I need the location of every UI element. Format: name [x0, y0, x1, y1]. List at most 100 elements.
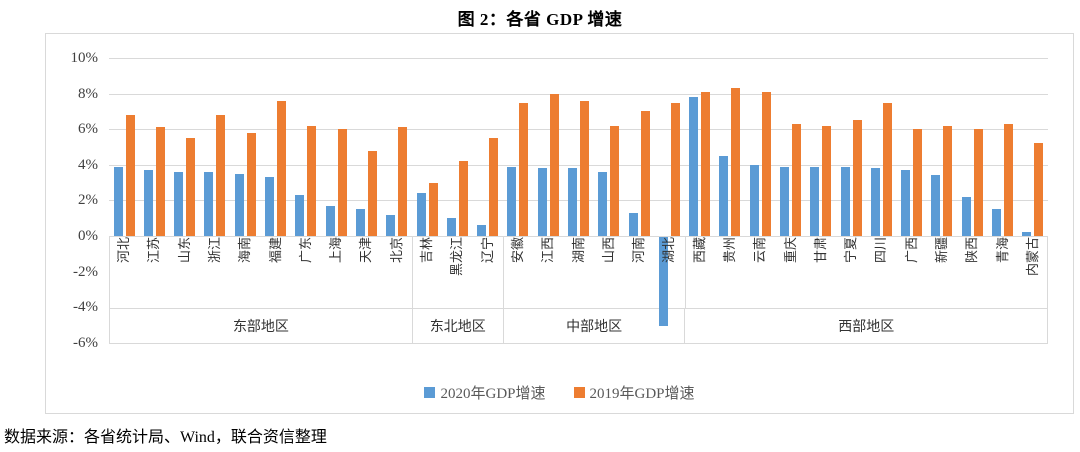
gridline: [109, 93, 1048, 95]
province-label: 湖北: [661, 237, 677, 264]
bar-2020-gdp: [386, 214, 396, 236]
bar-2020-gdp: [628, 212, 638, 236]
region-label-row: 东部地区 东北地区 中部地区 西部地区: [110, 309, 1047, 343]
gridline: [109, 129, 1048, 131]
region-separator: [502, 237, 504, 308]
bar-2019-gdp: [458, 161, 468, 236]
bar-2019-gdp: [761, 91, 771, 236]
province-label: 云南: [752, 237, 768, 264]
province-label: 上海: [328, 237, 344, 264]
y-axis-tick-label: 0%: [78, 228, 98, 244]
bar-2019-gdp: [1034, 143, 1044, 236]
y-axis-tick-label: 4%: [78, 156, 98, 173]
legend-label: 2019年GDP增速: [589, 386, 695, 402]
bar-2020-gdp: [840, 166, 850, 236]
region-separator: [684, 237, 686, 308]
bar-2020-gdp: [143, 170, 153, 236]
bar-2019-gdp: [913, 129, 923, 236]
y-axis-tick-label: 8%: [78, 85, 98, 102]
bar-2019-gdp: [943, 125, 953, 236]
bar-2020-gdp: [537, 168, 547, 236]
gridline: [109, 200, 1048, 202]
province-label: 贵州: [721, 237, 737, 264]
data-source-note: 数据来源：各省统计局、Wind，联合资信整理: [4, 429, 327, 446]
bar-2020-gdp: [113, 166, 123, 236]
bar-2019-gdp: [852, 120, 862, 236]
province-label: 广东: [297, 237, 313, 264]
province-label: 福建: [267, 237, 283, 264]
bar-2019-gdp: [791, 123, 801, 236]
bar-2020-gdp: [477, 225, 487, 236]
bar-2019-gdp: [1004, 123, 1014, 236]
bar-2019-gdp: [277, 100, 287, 236]
bar-2020-gdp: [234, 173, 244, 236]
bar-2020-gdp: [567, 168, 577, 236]
province-label: 浙江: [207, 237, 223, 264]
bar-2019-gdp: [701, 91, 711, 236]
province-label: 安徽: [509, 237, 525, 264]
bar-2020-gdp: [204, 171, 214, 236]
bar-2019-gdp: [337, 129, 347, 236]
province-label: 河南: [631, 237, 647, 264]
bar-2019-gdp: [489, 138, 499, 236]
province-label-row: [110, 237, 1047, 309]
bar-2019-gdp: [398, 127, 408, 236]
category-axis-table: 东部地区 东北地区 中部地区 西部地区: [109, 236, 1048, 344]
bar-2020-gdp: [870, 168, 880, 236]
bar-2020-gdp: [810, 166, 820, 236]
y-axis-tick-label: 6%: [78, 121, 98, 138]
region-label-west: 西部地区: [838, 320, 895, 335]
bar-2020-gdp: [992, 209, 1002, 236]
province-label: 湖南: [570, 237, 586, 264]
province-label: 吉林: [419, 237, 435, 264]
bar-2020-gdp: [295, 195, 305, 236]
bar-2020-gdp: [416, 193, 426, 236]
legend-item-2019: 2019年GDP增速: [573, 382, 695, 403]
y-axis-tick-label: -2%: [73, 263, 98, 280]
bar-2020-gdp: [961, 196, 971, 236]
region-label-central: 中部地区: [504, 309, 686, 343]
province-label: 山东: [176, 237, 192, 264]
legend-item-2020: 2020年GDP增速: [424, 382, 546, 403]
region-separator: [411, 237, 413, 308]
province-label: 甘肃: [812, 237, 828, 264]
chart-title: 图 2：各省 GDP 增速: [457, 10, 623, 29]
bar-2020-gdp: [265, 177, 275, 236]
y-axis-tick-label: 2%: [78, 192, 98, 209]
legend-swatch-icon: [573, 387, 585, 398]
province-label: 北京: [388, 237, 404, 264]
bar-2019-gdp: [549, 93, 559, 236]
bar-2020-gdp: [174, 171, 184, 236]
province-label: 四川: [873, 237, 889, 264]
province-label: 江苏: [146, 237, 162, 264]
bar-2019-gdp: [125, 114, 135, 236]
legend-label: 2020年GDP增速: [440, 386, 546, 402]
bar-2019-gdp: [973, 129, 983, 236]
bar-2020-gdp: [779, 166, 789, 236]
bar-2019-gdp: [155, 127, 165, 236]
legend-swatch-icon: [424, 387, 436, 398]
bar-2019-gdp: [731, 88, 741, 236]
province-label: 河北: [116, 237, 132, 264]
bar-2020-gdp: [325, 205, 335, 236]
province-label: 广西: [903, 237, 919, 264]
province-label: 内蒙古: [1024, 237, 1040, 277]
bar-2019-gdp: [216, 114, 226, 236]
region-label-east: 东部地区: [110, 309, 413, 343]
bar-2020-gdp: [507, 166, 517, 236]
bar-2019-gdp: [670, 102, 680, 236]
province-label: 西藏: [691, 237, 707, 264]
bar-2019-gdp: [186, 138, 196, 236]
bar-2019-gdp: [246, 132, 256, 236]
bar-2019-gdp: [307, 125, 317, 236]
bar-2019-gdp: [610, 125, 620, 236]
bar-2020-gdp: [689, 97, 699, 236]
province-label: 山西: [600, 237, 616, 264]
bar-2019-gdp: [519, 102, 529, 236]
province-label: 海南: [237, 237, 253, 264]
bar-2020-gdp: [1022, 232, 1032, 236]
province-label: 重庆: [782, 237, 798, 264]
bar-2020-gdp: [719, 155, 729, 236]
bar-2020-gdp: [598, 171, 608, 236]
province-label: 宁夏: [843, 237, 859, 264]
